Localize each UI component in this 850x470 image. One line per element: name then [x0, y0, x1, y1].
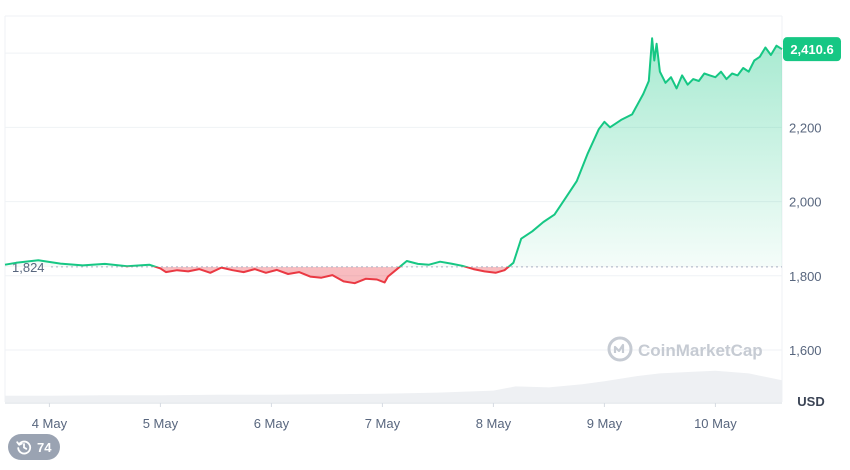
x-tick-label: 8 May	[476, 416, 512, 431]
y-tick-label: 2,200	[789, 120, 822, 135]
price-line-down	[124, 266, 511, 285]
current-price-box	[783, 37, 841, 62]
y-tick-label: 2,000	[789, 195, 822, 210]
price-line-up	[4, 37, 783, 267]
x-tick-label: 5 May	[143, 416, 179, 431]
x-tick-label: 7 May	[365, 416, 401, 431]
x-tick-label: 4 May	[32, 416, 68, 431]
current-price-badge: 2,410.6	[783, 37, 841, 62]
y-axis: 1,600 1,800 2,000 2,200	[789, 120, 822, 358]
baseline-label: 1,824	[12, 260, 45, 275]
price-area-down	[5, 266, 782, 284]
x-tick-label: 10 May	[694, 416, 737, 431]
volume-area	[5, 370, 782, 402]
unit-label: USD	[797, 394, 824, 409]
current-price-label: 2,410.6	[790, 42, 833, 57]
y-tick-label: 1,800	[789, 269, 822, 284]
price-area	[5, 38, 782, 284]
price-area-up	[5, 38, 782, 267]
price-line	[4, 37, 783, 285]
y-tick-label: 1,600	[789, 343, 822, 358]
x-tick-label: 9 May	[587, 416, 623, 431]
history-badge[interactable]: 74	[8, 434, 61, 460]
history-count: 74	[37, 439, 52, 455]
volume-shape	[5, 370, 782, 402]
history-icon	[16, 440, 32, 455]
baseline: 1,824	[12, 260, 782, 275]
watermark-text: CoinMarketCap	[638, 341, 763, 360]
x-axis: 4 May 5 May 6 May 7 May 8 May 9 May 10 May	[32, 403, 737, 431]
watermark: CoinMarketCap	[607, 336, 763, 362]
x-tick-label: 6 May	[254, 416, 290, 431]
